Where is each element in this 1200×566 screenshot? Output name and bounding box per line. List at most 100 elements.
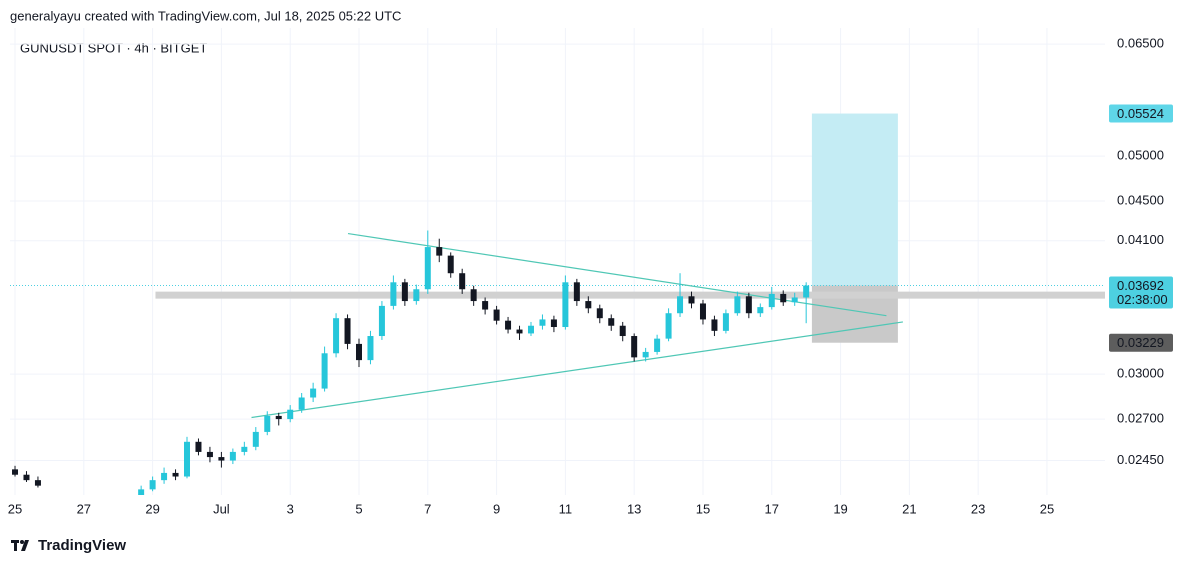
candle-body: [172, 472, 179, 477]
candle-body: [367, 336, 374, 361]
candle-body: [493, 309, 500, 321]
candle-body: [562, 282, 569, 328]
x-tick-label: 29: [145, 501, 159, 516]
candle-body: [573, 282, 580, 302]
candle-body: [539, 319, 546, 326]
x-tick-label: 25: [8, 501, 22, 516]
y-tick-label: 0.02700: [1117, 411, 1164, 426]
attribution: generalyayu created with TradingView.com…: [10, 8, 401, 23]
candle-body: [34, 480, 41, 486]
x-tick-label: 25: [1040, 501, 1054, 516]
candle-body: [596, 308, 603, 319]
price-label-box: [1109, 333, 1173, 352]
candle-body: [722, 313, 729, 331]
x-tick-label: 3: [287, 501, 294, 516]
candle-body: [791, 297, 798, 303]
candle-body: [505, 320, 512, 330]
candle-body: [333, 318, 340, 354]
candle-body: [218, 457, 225, 461]
candle-body: [459, 273, 466, 290]
x-tick-label: 9: [493, 501, 500, 516]
price-label: 0.03229: [1117, 335, 1164, 350]
candle-body: [734, 296, 741, 314]
candle-body: [447, 255, 454, 274]
x-tick-label: 5: [355, 501, 362, 516]
candle-body: [550, 319, 557, 328]
candle-body: [401, 282, 408, 302]
candle-body: [161, 472, 168, 481]
candle-body: [527, 325, 534, 334]
candle-body: [424, 247, 431, 290]
candle-body: [344, 318, 351, 344]
tv-logo-icon: [11, 540, 29, 551]
candle-body: [321, 353, 328, 389]
candle-body: [780, 293, 787, 303]
candle-body: [470, 289, 477, 302]
candle-body: [206, 451, 213, 458]
candle-body: [195, 441, 202, 452]
candle-body: [413, 289, 420, 302]
y-tick-label: 0.04500: [1117, 192, 1164, 207]
candle-body: [12, 469, 19, 475]
candle-body: [252, 431, 259, 447]
candle-body: [768, 293, 775, 308]
candle-body: [310, 388, 317, 398]
last-price-box: [1109, 276, 1173, 309]
chart-title: GUNUSDT SPOT · 4h · BITGET: [20, 40, 207, 55]
candle-body: [516, 329, 523, 334]
candle-body: [436, 247, 443, 256]
candle-body: [355, 343, 362, 361]
candle-body: [803, 285, 810, 298]
candle-body: [482, 301, 489, 310]
price-label-box: [1109, 104, 1173, 123]
trendline: [251, 321, 903, 419]
price-label: 0.05524: [1117, 106, 1164, 121]
candle-body: [677, 296, 684, 314]
y-tick-label: 0.05000: [1117, 148, 1164, 163]
candle-body: [378, 305, 385, 337]
y-tick-label: 0.03000: [1117, 366, 1164, 381]
x-tick-label: 27: [77, 501, 91, 516]
candle-body: [654, 338, 661, 352]
candle-body: [619, 325, 626, 337]
countdown-label: 02:38:00: [1117, 292, 1168, 307]
x-tick-label: 13: [627, 501, 641, 516]
candle-body: [23, 474, 30, 481]
candle-body: [745, 296, 752, 314]
footer-logo: TradingView: [38, 537, 126, 554]
x-tick-label: 15: [696, 501, 710, 516]
candle-body: [608, 318, 615, 326]
candle-body: [665, 313, 672, 339]
x-tick-label: 17: [765, 501, 779, 516]
candle-body: [631, 336, 638, 358]
x-tick-label: 23: [971, 501, 985, 516]
candle-body: [184, 441, 191, 477]
candle-body: [149, 480, 156, 490]
candle-body: [229, 451, 236, 461]
plot-area: [10, 28, 1105, 495]
last-price-label: 0.03692: [1117, 278, 1164, 293]
candle-body: [699, 303, 706, 320]
x-tick-label: Jul: [213, 501, 230, 516]
position-target-zone: [811, 113, 898, 286]
candle-body: [642, 351, 649, 358]
y-tick-label: 0.04100: [1117, 232, 1164, 247]
x-tick-label: 21: [902, 501, 916, 516]
candle-body: [688, 296, 695, 304]
candle-body: [275, 415, 282, 420]
candle-body: [287, 409, 294, 420]
candle-body: [264, 415, 271, 432]
x-tick-label: 11: [559, 501, 573, 516]
candle-body: [585, 301, 592, 309]
candle-body: [241, 446, 248, 452]
x-tick-label: 7: [424, 501, 431, 516]
y-tick-label: 0.02450: [1117, 452, 1164, 467]
candle-body: [711, 319, 718, 331]
x-tick-label: 19: [833, 501, 847, 516]
candle-body: [138, 489, 145, 495]
candle-body: [298, 397, 305, 410]
candle-body: [757, 307, 764, 314]
